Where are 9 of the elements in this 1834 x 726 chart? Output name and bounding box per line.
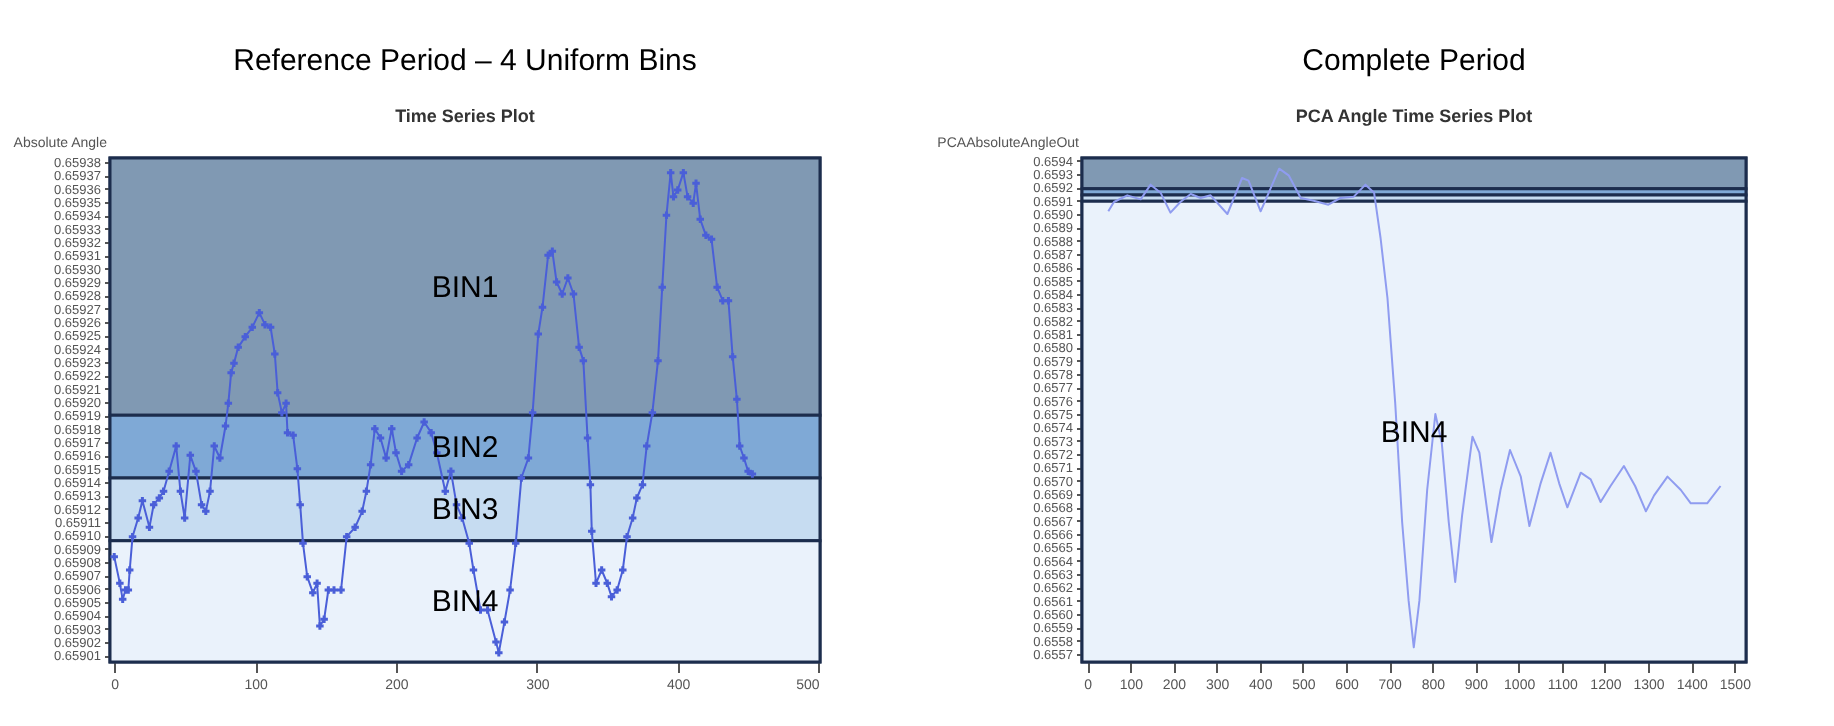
band-label: BIN4 bbox=[1380, 415, 1448, 450]
band-label: BIN3 bbox=[431, 493, 499, 528]
chart-subtitle: PCA Angle Time Series Plot bbox=[1295, 106, 1533, 126]
line-series bbox=[1107, 167, 1722, 649]
chart-title: Reference Period – 4 Uniform Bins bbox=[233, 44, 697, 78]
chart-subtitle: Time Series Plot bbox=[395, 106, 535, 126]
chart-title: Complete Period bbox=[1302, 44, 1526, 78]
band-label: BIN1 bbox=[431, 270, 499, 305]
band-label: BIN2 bbox=[431, 430, 499, 465]
